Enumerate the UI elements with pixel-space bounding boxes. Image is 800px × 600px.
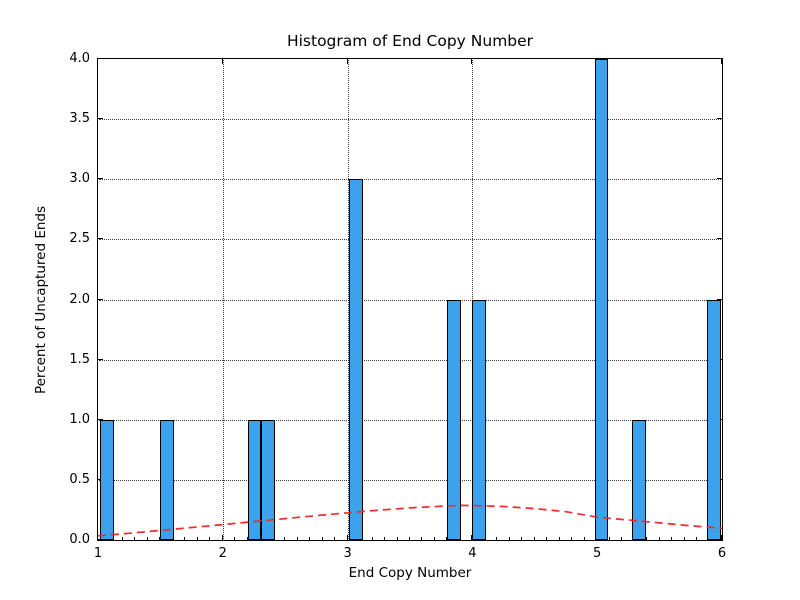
x-minor-tick-mark — [384, 537, 386, 540]
histogram-bar — [160, 419, 175, 540]
x-minor-tick-mark — [409, 537, 410, 540]
x-minor-tick-mark — [433, 537, 435, 540]
x-minor-tick-mark — [446, 537, 448, 540]
y-tick-label: 0.5 — [69, 472, 90, 488]
x-tick-mark — [97, 59, 98, 64]
gridline-horizontal — [99, 359, 721, 361]
x-minor-tick-mark — [321, 537, 323, 540]
x-minor-tick-mark — [196, 537, 198, 540]
gridline-horizontal — [99, 479, 721, 481]
fit-curve-line — [98, 504, 722, 537]
x-minor-tick-mark — [646, 537, 648, 540]
histogram-bar — [707, 299, 721, 540]
x-tick-mark — [721, 59, 722, 64]
gridline-horizontal — [99, 419, 721, 421]
x-minor-tick-mark — [583, 537, 585, 540]
y-tick-label: 3.0 — [69, 171, 90, 187]
y-tick-label: 2.5 — [69, 231, 90, 247]
x-minor-tick-mark — [421, 537, 423, 540]
gridline-vertical — [347, 60, 349, 539]
y-tick-mark — [98, 178, 103, 180]
chart-title: Histogram of End Copy Number — [286, 32, 534, 50]
x-minor-tick-mark — [284, 537, 286, 540]
y-tick-mark — [98, 58, 103, 59]
y-tick-label: 1.0 — [69, 411, 90, 427]
gridline-horizontal — [99, 239, 721, 241]
x-tick-label: 2 — [218, 546, 227, 561]
x-minor-tick-mark — [346, 537, 348, 540]
x-tick-mark — [346, 59, 348, 64]
x-minor-tick-mark — [621, 537, 623, 540]
y-tick-mark — [717, 118, 722, 120]
x-minor-tick-mark — [608, 537, 610, 540]
y-tick-mark — [98, 238, 103, 240]
x-minor-tick-mark — [546, 537, 548, 540]
x-minor-tick-mark — [246, 537, 248, 540]
x-tick-label: 4 — [468, 546, 477, 561]
x-tick-label: 6 — [717, 546, 727, 561]
histogram-bar — [348, 179, 363, 540]
gridline-horizontal — [99, 119, 721, 121]
x-minor-tick-mark — [396, 537, 398, 540]
x-minor-tick-mark — [496, 537, 498, 540]
y-tick-label: 3.5 — [69, 111, 90, 127]
gridline-horizontal — [99, 299, 721, 301]
y-axis-label: Percent of Uncaptured Ends — [33, 205, 49, 394]
y-tick-label: 2.0 — [69, 291, 90, 307]
x-minor-tick-mark — [296, 537, 298, 540]
x-minor-tick-mark — [209, 537, 211, 540]
x-minor-tick-mark — [97, 537, 98, 540]
y-tick-label: 0.0 — [69, 532, 90, 548]
x-minor-tick-mark — [558, 537, 560, 540]
x-minor-tick-mark — [533, 537, 535, 540]
y-tick-mark — [717, 178, 722, 180]
y-tick-label: 1.5 — [69, 351, 90, 367]
x-minor-tick-mark — [658, 537, 660, 540]
histogram-bar — [594, 59, 609, 540]
x-tick-label: 1 — [93, 546, 103, 561]
gridline-vertical — [222, 60, 224, 539]
x-axis-label: End Copy Number — [348, 565, 472, 581]
histogram-bar — [100, 419, 115, 540]
x-tick-mark — [471, 59, 473, 64]
y-tick-label: 4.0 — [69, 51, 90, 67]
y-tick-mark — [717, 298, 722, 300]
x-minor-tick-mark — [521, 537, 523, 540]
histogram-bar — [632, 419, 646, 540]
x-minor-tick-mark — [184, 537, 186, 540]
gridline-horizontal — [99, 179, 721, 181]
x-minor-tick-mark — [146, 537, 148, 540]
y-tick-mark — [717, 238, 722, 240]
x-minor-tick-mark — [508, 537, 510, 540]
x-minor-tick-mark — [721, 537, 722, 540]
y-tick-mark — [98, 418, 103, 420]
fit-curve — [98, 504, 722, 537]
x-minor-tick-mark — [671, 537, 673, 540]
plot-area: Histogram of End Copy Number End Copy Nu… — [33, 32, 726, 581]
y-tick-mark — [98, 298, 103, 300]
x-minor-tick-mark — [471, 537, 473, 540]
histogram-bar — [247, 419, 262, 540]
x-minor-tick-mark — [309, 537, 311, 540]
y-tick-mark — [717, 58, 722, 59]
histogram-bar — [447, 299, 462, 540]
x-minor-tick-mark — [334, 537, 336, 540]
x-minor-tick-mark — [234, 537, 236, 540]
x-tick-label: 3 — [343, 546, 352, 561]
y-tick-mark — [98, 118, 103, 120]
y-tick-mark — [98, 358, 103, 360]
x-minor-tick-mark — [121, 537, 123, 540]
x-minor-tick-mark — [683, 537, 685, 540]
x-minor-tick-mark — [371, 537, 373, 540]
x-minor-tick-mark — [221, 537, 223, 540]
x-minor-tick-mark — [159, 537, 161, 540]
x-minor-tick-mark — [571, 537, 573, 540]
histogram-bar — [261, 419, 276, 540]
x-tick-mark — [221, 59, 223, 64]
x-minor-tick-mark — [134, 537, 136, 540]
x-tick-label: 5 — [593, 546, 602, 561]
histogram-bar — [472, 299, 487, 540]
x-minor-tick-mark — [696, 537, 698, 540]
